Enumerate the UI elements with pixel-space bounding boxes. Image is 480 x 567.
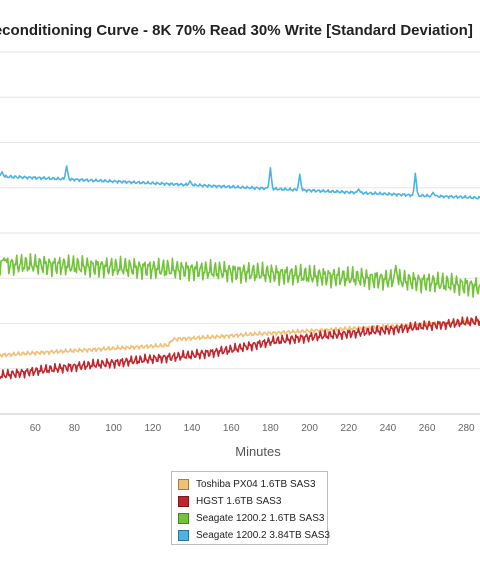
x-tick-label: 100	[105, 423, 122, 434]
series-line-1	[0, 315, 480, 380]
x-tick-label: 240	[380, 423, 397, 434]
legend-label: Seagate 1200.2 3.84TB SAS3	[196, 529, 330, 541]
x-tick-label: 160	[223, 423, 240, 434]
series-line-0	[0, 318, 480, 358]
x-tick-label: 120	[144, 423, 161, 434]
x-tick-label: 200	[301, 423, 318, 434]
series-line-3	[0, 165, 480, 200]
legend-swatch	[178, 512, 189, 524]
x-axis: 60 80 100 120 140 160 180 200 220 240 260 280	[30, 423, 475, 434]
x-tick-label: 140	[184, 423, 201, 434]
legend-swatch	[178, 478, 189, 490]
legend-swatch	[178, 495, 189, 507]
legend-swatch	[178, 529, 189, 541]
series-lines	[0, 165, 480, 380]
legend-item[interactable]: Toshiba PX04 1.6TB SAS3	[178, 476, 316, 492]
series-line-2	[0, 253, 480, 298]
x-axis-title: Minutes	[235, 444, 281, 459]
chart-legend: Toshiba PX04 1.6TB SAS3 HGST 1.6TB SAS3 Se…	[171, 471, 330, 545]
grid-lines	[0, 51, 480, 415]
legend-label: Toshiba PX04 1.6TB SAS3	[196, 478, 316, 490]
legend-label: Seagate 1200.2 1.6TB SAS3	[196, 512, 325, 524]
x-tick-label: 60	[30, 423, 42, 434]
x-tick-label: 260	[419, 423, 436, 434]
x-tick-label: 180	[262, 423, 279, 434]
legend-item[interactable]: Seagate 1200.2 1.6TB SAS3	[178, 510, 324, 526]
chart-title: Preconditioning Curve - 8K 70% Read 30% …	[0, 22, 473, 39]
legend-label: HGST 1.6TB SAS3	[196, 495, 282, 507]
legend-item[interactable]: Seagate 1200.2 3.84TB SAS3	[178, 527, 330, 543]
x-tick-label: 80	[69, 423, 81, 434]
x-tick-label: 220	[340, 423, 357, 434]
x-tick-label: 280	[458, 423, 475, 434]
legend-item[interactable]: HGST 1.6TB SAS3	[178, 493, 281, 509]
